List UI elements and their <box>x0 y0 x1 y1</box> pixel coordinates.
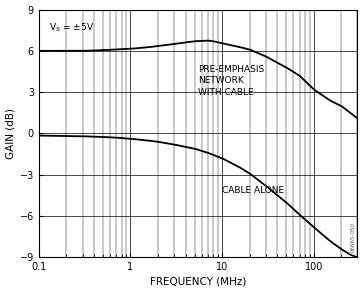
Text: PRE-EMPHASIS
NETWORK
WITH CABLE: PRE-EMPHASIS NETWORK WITH CABLE <box>198 65 265 97</box>
X-axis label: FREQUENCY (MHz): FREQUENCY (MHz) <box>150 277 246 286</box>
Text: 06665-050: 06665-050 <box>350 223 355 253</box>
Y-axis label: GAIN (dB): GAIN (dB) <box>5 108 16 159</box>
Text: CABLE ALONE: CABLE ALONE <box>222 186 284 195</box>
Text: V$_S$ = ±5V: V$_S$ = ±5V <box>49 22 94 34</box>
